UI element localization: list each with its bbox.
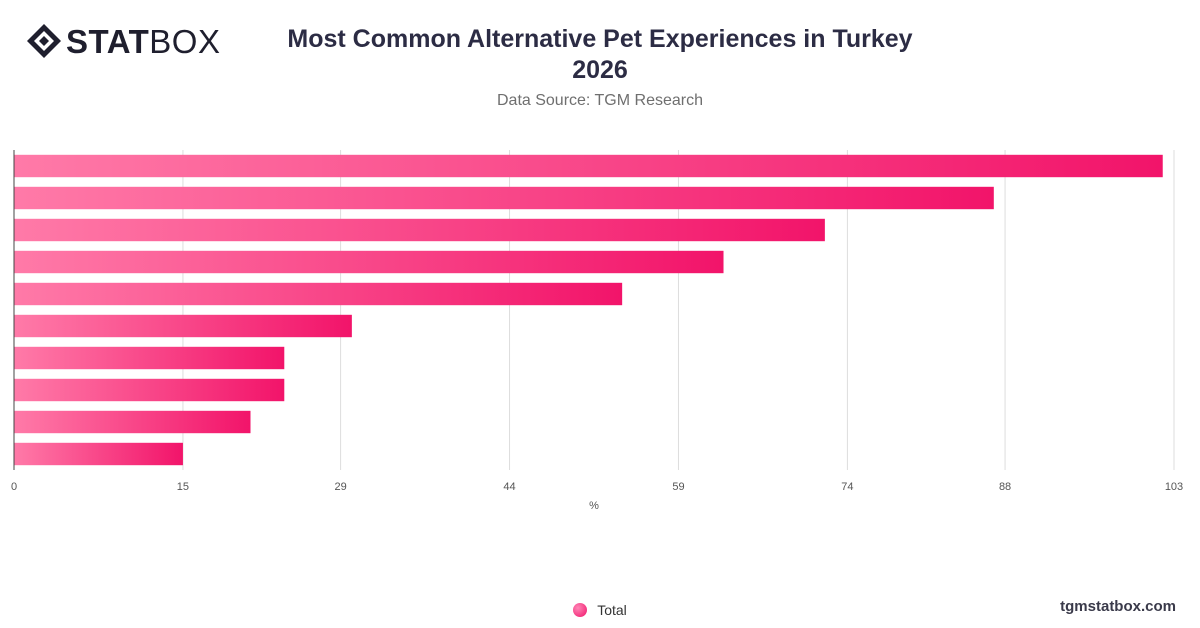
bar[interactable] <box>14 378 285 402</box>
statbox-logo: STATBOX <box>26 22 220 60</box>
chart-subtitle: Data Source: TGM Research <box>496 92 703 109</box>
x-tick-label: 59 <box>672 481 684 493</box>
statbox-diamond-icon <box>27 24 61 58</box>
legend-label-total[interactable]: Total <box>597 602 627 618</box>
x-tick-label: 0 <box>11 481 17 493</box>
x-tick-label: 15 <box>177 481 189 493</box>
bar[interactable] <box>14 186 994 210</box>
bar[interactable] <box>14 218 825 242</box>
bar[interactable] <box>14 346 285 370</box>
bar[interactable] <box>14 442 183 466</box>
x-tick-label: 44 <box>503 481 515 493</box>
x-axis-label: % <box>589 500 599 512</box>
chart-title-line1: Most Common Alternative Pet Experiences … <box>287 25 913 53</box>
x-tick-label: 103 <box>1165 481 1183 493</box>
x-tick-label: 29 <box>334 481 346 493</box>
bar[interactable] <box>14 154 1163 178</box>
bar[interactable] <box>14 250 724 274</box>
website-url: tgmstatbox.com <box>1060 598 1176 615</box>
logo-wordmark: STATBOX <box>66 22 221 60</box>
chart-title-line2: 2026 <box>572 56 628 84</box>
bar[interactable] <box>14 282 623 306</box>
bar[interactable] <box>14 410 251 434</box>
legend[interactable]: Total <box>0 602 1200 618</box>
bar[interactable] <box>14 314 352 338</box>
x-tick-label: 74 <box>841 481 853 493</box>
chart-title: Most Common Alternative Pet Experiences … <box>250 24 950 86</box>
bars <box>14 154 1163 466</box>
x-tick-label: 88 <box>999 481 1011 493</box>
axes: 0 15 29 44 59 74 88 103 <box>11 150 1183 493</box>
legend-marker-icon <box>573 603 588 617</box>
